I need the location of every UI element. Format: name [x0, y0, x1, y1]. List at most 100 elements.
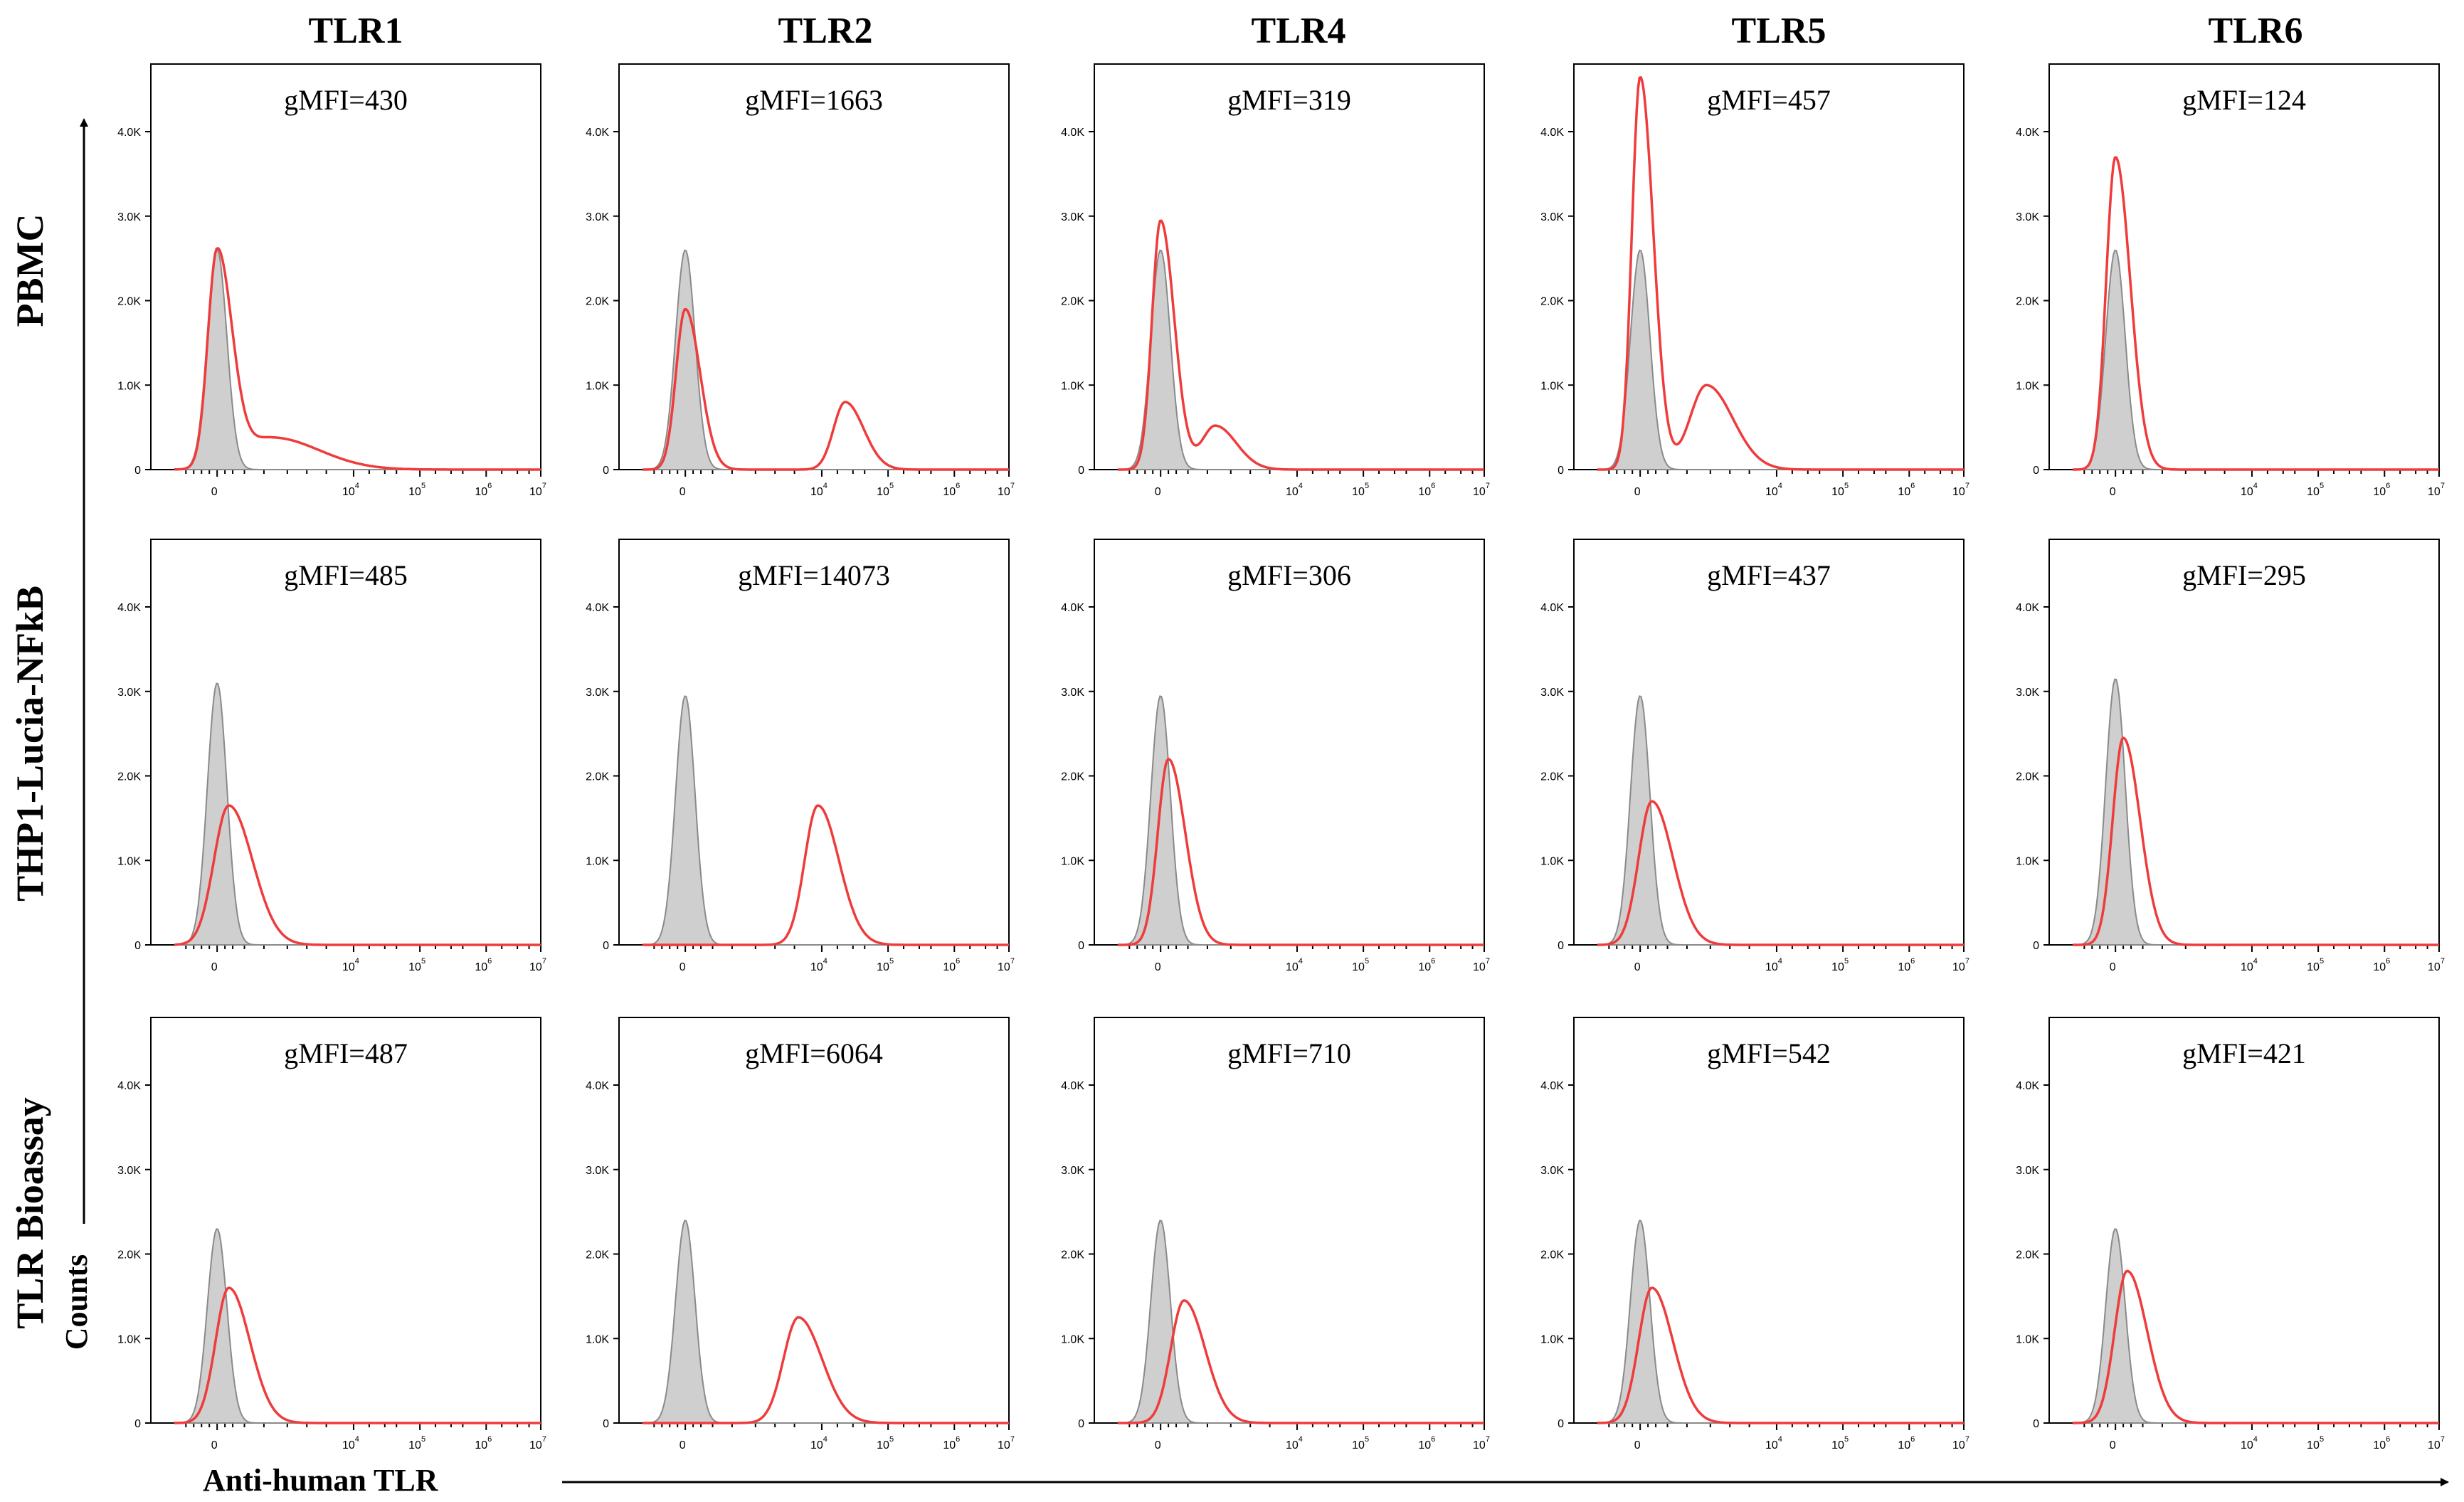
x-tick-label: 106 — [1418, 957, 1435, 973]
x-tick-label: 104 — [342, 1435, 359, 1451]
x-tick-label: 104 — [1765, 957, 1782, 973]
histogram-panel: 0 1.0K 2.0K 3.0K 4.0K 0 104 105 106 107 gMFI=430 — [117, 63, 546, 498]
stain-histogram — [1597, 800, 1964, 946]
x-tick-label: 107 — [1952, 482, 1969, 498]
stain-histogram — [1117, 219, 1484, 471]
y-tick-label: 2.0K — [117, 296, 141, 308]
x-tick-label: 106 — [943, 957, 960, 973]
x-tick-label: 0 — [1155, 486, 1161, 498]
y-tick-label: 3.0K — [586, 687, 609, 699]
histogram-panel: 0 1.0K 2.0K 3.0K 4.0K 0 104 105 106 107 gMFI=14073 — [586, 539, 1015, 973]
histogram-panel: 0 1.0K 2.0K 3.0K 4.0K 0 104 105 106 107 gMFI=124 — [2016, 63, 2445, 498]
y-tick-label: 0 — [2033, 1418, 2039, 1430]
x-tick-label: 105 — [2307, 1435, 2324, 1451]
x-tick-label: 105 — [877, 957, 894, 973]
stain-histogram — [642, 804, 1009, 946]
gmfi-label: gMFI=485 — [284, 559, 408, 591]
histogram-panel: 0 1.0K 2.0K 3.0K 4.0K 0 104 105 106 107 gMFI=437 — [1540, 539, 1969, 973]
y-tick-label: 3.0K — [2016, 687, 2039, 699]
x-tick-label: 0 — [680, 1439, 686, 1451]
y-tick-label: 1.0K — [1061, 855, 1084, 867]
y-tick-label: 3.0K — [1540, 211, 1564, 223]
y-tick-label: 2.0K — [586, 1249, 609, 1262]
y-tick-label: 3.0K — [586, 211, 609, 223]
x-tick-label: 104 — [810, 957, 827, 973]
y-tick-label: 2.0K — [2016, 771, 2039, 783]
x-tick-label: 106 — [2373, 1435, 2390, 1451]
y-tick-label: 4.0K — [2016, 1080, 2039, 1092]
y-tick-label: 2.0K — [1540, 296, 1564, 308]
x-tick-label: 104 — [1765, 1435, 1782, 1451]
histogram-panel: 0 1.0K 2.0K 3.0K 4.0K 0 104 105 106 107 gMFI=295 — [2016, 539, 2445, 973]
y-tick-label: 4.0K — [1061, 602, 1084, 614]
x-tick-label: 107 — [2428, 957, 2445, 973]
histogram-panel: 0 1.0K 2.0K 3.0K 4.0K 0 104 105 106 107 gMFI=457 — [1540, 63, 1969, 498]
x-tick-label: 106 — [1898, 1435, 1915, 1451]
x-tick-label: 107 — [1473, 1435, 1490, 1451]
y-tick-label: 0 — [134, 465, 141, 477]
x-tick-label: 106 — [2373, 957, 2390, 973]
stain-histogram — [174, 1286, 541, 1424]
y-tick-label: 0 — [2033, 465, 2039, 477]
y-tick-label: 3.0K — [117, 211, 141, 223]
row-title-tlr-bioassay: TLR Bioassay — [9, 1097, 51, 1329]
y-tick-label: 3.0K — [117, 687, 141, 699]
x-tick-label: 106 — [475, 957, 492, 973]
x-tick-label: 0 — [2110, 486, 2116, 498]
column-title-tlr6: TLR6 — [2209, 11, 2303, 51]
gmfi-label: gMFI=14073 — [738, 559, 890, 591]
x-tick-label: 106 — [1898, 482, 1915, 498]
x-tick-label: 107 — [2428, 1435, 2445, 1451]
x-tick-label: 104 — [2241, 1435, 2258, 1451]
histogram-panel: 0 1.0K 2.0K 3.0K 4.0K 0 104 105 106 107 gMFI=319 — [1061, 63, 1490, 498]
x-tick-label: 105 — [408, 482, 425, 498]
x-tick-label: 0 — [1634, 486, 1641, 498]
x-tick-label: 107 — [529, 482, 546, 498]
y-tick-label: 3.0K — [117, 1165, 141, 1177]
y-tick-label: 3.0K — [1540, 687, 1564, 699]
gmfi-label: gMFI=124 — [2182, 84, 2306, 116]
column-title-tlr2: TLR2 — [778, 11, 873, 51]
x-tick-label: 105 — [1352, 1435, 1369, 1451]
x-tick-label: 107 — [998, 957, 1015, 973]
x-tick-label: 0 — [211, 1439, 218, 1451]
x-tick-label: 0 — [2110, 961, 2116, 973]
y-tick-label: 2.0K — [2016, 296, 2039, 308]
histogram-panel: 0 1.0K 2.0K 3.0K 4.0K 0 104 105 106 107 gMFI=1663 — [586, 63, 1015, 498]
y-tick-label: 1.0K — [1540, 380, 1564, 392]
x-tick-label: 0 — [2110, 1439, 2116, 1451]
y-tick-label: 2.0K — [117, 1249, 141, 1262]
gmfi-label: gMFI=487 — [284, 1037, 408, 1069]
y-tick-label: 1.0K — [2016, 380, 2039, 392]
x-tick-label: 0 — [211, 961, 218, 973]
x-tick-label: 106 — [475, 482, 492, 498]
x-tick-label: 107 — [1952, 957, 1969, 973]
x-tick-label: 105 — [1352, 957, 1369, 973]
gmfi-label: gMFI=319 — [1227, 84, 1351, 116]
y-tick-label: 0 — [2033, 940, 2039, 952]
y-tick-label: 3.0K — [2016, 1165, 2039, 1177]
x-tick-label: 107 — [998, 482, 1015, 498]
x-tick-label: 104 — [1286, 482, 1303, 498]
x-axis-title: Anti-human TLR — [203, 1463, 439, 1498]
y-tick-label: 1.0K — [586, 380, 609, 392]
x-tick-label: 105 — [877, 1435, 894, 1451]
x-tick-label: 105 — [2307, 482, 2324, 498]
x-tick-label: 104 — [342, 957, 359, 973]
y-tick-label: 1.0K — [117, 855, 141, 867]
x-tick-label: 105 — [1831, 957, 1849, 973]
gmfi-label: gMFI=457 — [1707, 84, 1831, 116]
y-tick-label: 2.0K — [586, 296, 609, 308]
x-tick-label: 107 — [1473, 482, 1490, 498]
x-tick-label: 106 — [1898, 957, 1915, 973]
y-tick-label: 0 — [134, 940, 141, 952]
gmfi-label: gMFI=421 — [2182, 1037, 2306, 1069]
y-tick-label: 0 — [1078, 1418, 1084, 1430]
y-tick-label: 2.0K — [1061, 1249, 1084, 1262]
column-title-tlr4: TLR4 — [1252, 11, 1346, 51]
y-tick-label: 4.0K — [586, 127, 609, 139]
y-tick-label: 4.0K — [2016, 127, 2039, 139]
y-tick-label: 2.0K — [1540, 771, 1564, 783]
x-tick-label: 0 — [1634, 1439, 1641, 1451]
